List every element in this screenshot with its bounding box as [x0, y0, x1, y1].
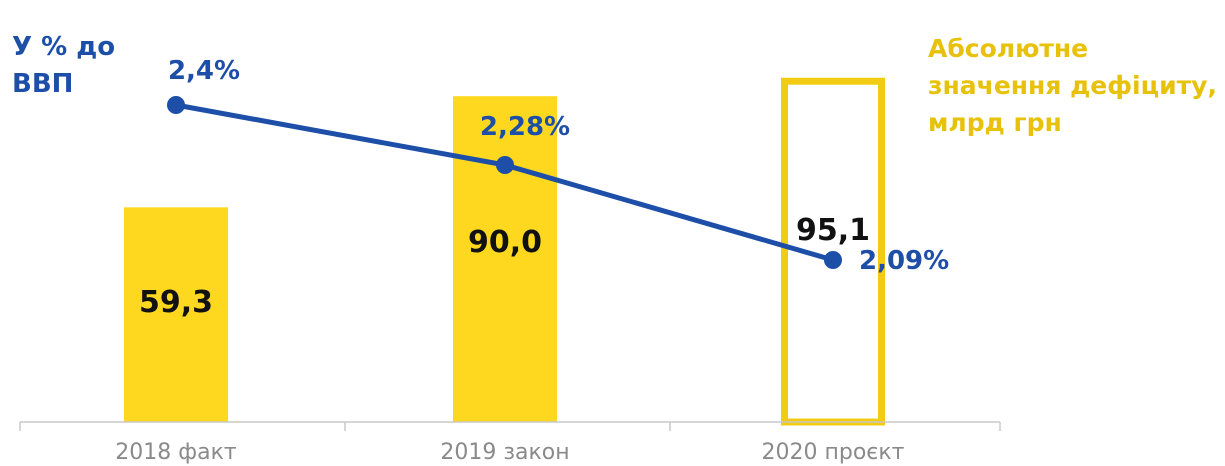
chart-labels: 2018 факт 2019 закон 2020 проєкт 59,3 90,0 95… [115, 56, 949, 465]
bar-value-label-1: 59,3 [139, 285, 213, 320]
left-axis-title-line-1: У % до [12, 32, 115, 62]
line-value-label-1: 2,4% [168, 56, 240, 86]
right-title-line-3: млрд грн [928, 108, 1062, 137]
category-label-3: 2020 проєкт [762, 440, 905, 465]
bar-value-label-3: 95,1 [796, 213, 870, 248]
bar-series [124, 77, 885, 426]
right-title-line-2: значення дефіциту, [928, 71, 1217, 100]
bar-value-label-2: 90,0 [468, 225, 542, 260]
category-label-1: 2018 факт [115, 440, 237, 465]
line-point-1 [167, 96, 185, 114]
category-label-2: 2019 закон [440, 440, 569, 465]
line-series [167, 96, 842, 269]
x-axis [19, 421, 1001, 431]
line-point-2 [496, 156, 514, 174]
line-value-label-3: 2,09% [859, 246, 949, 276]
bar-1 [124, 207, 228, 422]
line-value-label-2: 2,28% [480, 112, 570, 142]
bar-2 [453, 96, 557, 422]
right-title-line-1: Абсолютне [928, 34, 1088, 63]
left-axis-title-line-2: ВВП [12, 69, 73, 99]
line-point-3 [824, 251, 842, 269]
